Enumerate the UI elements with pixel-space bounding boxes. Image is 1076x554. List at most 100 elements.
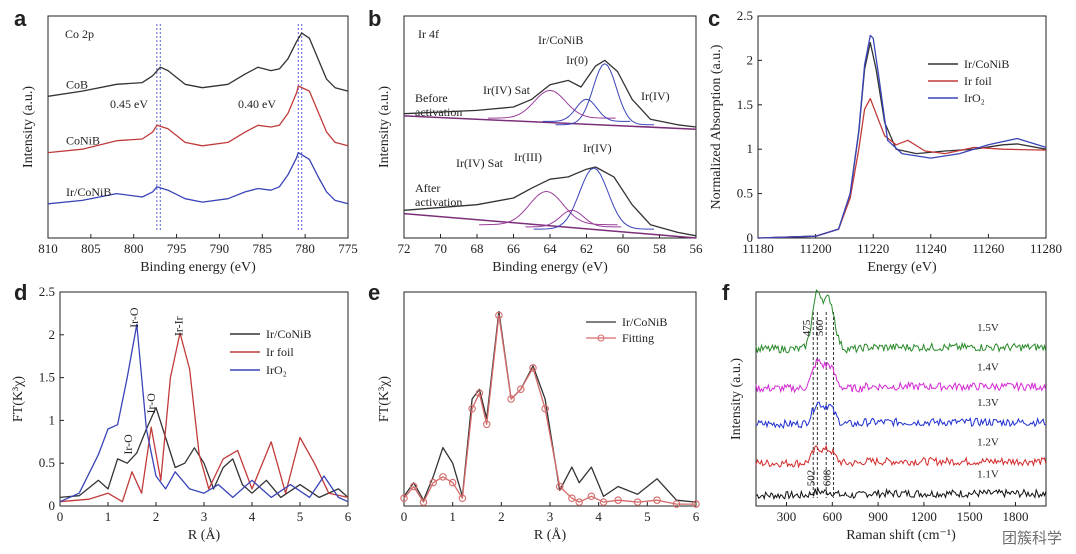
panel-b-ann-3: Ir(IV) (641, 89, 670, 103)
raman-1-2V (755, 444, 1047, 469)
x-tick-label: 785 (253, 241, 273, 256)
x-axis-label: R (Å) (534, 527, 567, 543)
y-axis-label: Intensity (a.u.) (21, 86, 36, 168)
x-tick-label: 2 (153, 509, 160, 524)
y-tick-label: 2.5 (39, 284, 55, 299)
component-peak (542, 98, 631, 122)
component-peak (555, 63, 654, 126)
panel-d-chart: 0 1 2 3 4 5 6 0 0.5 1 1.5 2 2.5 R (Å) FT(K³χ) Ir/CoNiB I… (11, 284, 352, 543)
y-axis-label: Intensity (a.u.) (377, 86, 392, 168)
fit-marker (439, 473, 447, 481)
legend-label: Ir/CoNiB (266, 327, 311, 341)
x-tick-label: 11260 (972, 241, 1004, 256)
x-tick-label: 6 (345, 509, 352, 524)
x-tick-label: 780 (295, 241, 315, 256)
y-tick-label: 1 (49, 412, 56, 427)
x-tick-label: 3 (547, 509, 554, 524)
y-tick-label: 2.5 (737, 8, 753, 23)
panel-b-ann-10: activation (415, 195, 462, 209)
series-fitting (403, 314, 696, 505)
panel-b-corner: Ir 4f (418, 27, 439, 41)
x-tick-label: 0 (57, 509, 64, 524)
panel-b-ann-8: Ir(IV) (583, 141, 612, 155)
x-tick-label: 4 (595, 509, 602, 524)
panel-d-letter: d (14, 280, 27, 305)
x-axis-label: Energy (eV) (867, 260, 937, 275)
legend-label: IrO₂ (266, 363, 287, 377)
legend-marker (597, 334, 605, 342)
legend-label: Fitting (622, 331, 654, 345)
y-tick-label: 2 (747, 52, 754, 67)
fit-marker (555, 482, 564, 491)
series-label: CoNiB (66, 134, 100, 148)
panel-a-shift-2: 0.40 eV (238, 97, 276, 111)
x-tick-label: 1 (105, 509, 112, 524)
y-tick-label: 2 (49, 327, 56, 342)
watermark: 团簇科学 (1001, 529, 1062, 547)
panel-b-ann-0: Ir/CoNiB (538, 33, 583, 47)
envelope-after-activation (403, 166, 697, 237)
x-tick-label: 4 (249, 509, 256, 524)
component-peak (533, 167, 654, 230)
panel-a-corner: Co 2p (65, 27, 94, 41)
series-ir-foil (59, 332, 349, 503)
y-axis-label: Normalized Absorption (a.u.) (709, 44, 724, 209)
panel-e-letter: e (368, 280, 380, 305)
x-tick-label: 775 (338, 241, 358, 256)
baseline (403, 115, 697, 130)
legend-label: Ir/CoNiB (622, 315, 667, 329)
x-tick-label: 1200 (911, 509, 937, 524)
x-tick-label: 795 (167, 241, 187, 256)
potential-label: 1.3V (977, 397, 999, 409)
fit-marker (541, 404, 549, 413)
component-peak (479, 190, 618, 226)
legend-label: Ir foil (266, 345, 294, 359)
fit-marker (429, 478, 437, 487)
x-tick-label: 11220 (857, 241, 889, 256)
y-tick-label: 1.5 (737, 97, 753, 112)
envelope-before-activation (403, 59, 697, 128)
raman-1-1V (755, 486, 1047, 501)
y-tick-label: 0 (49, 498, 56, 513)
x-tick-label: 810 (38, 241, 58, 256)
y-tick-label: 1 (747, 141, 754, 156)
panel-a-frame (47, 15, 349, 239)
fit-marker (419, 498, 428, 506)
panel-c-letter: c (708, 6, 720, 31)
x-tick-label: 5 (297, 509, 304, 524)
x-tick-label: 2 (498, 509, 505, 524)
fit-marker (575, 498, 583, 506)
fit-marker (475, 389, 484, 397)
x-axis-label: Binding energy (eV) (140, 260, 256, 275)
panel-b-ann-1: Ir(0) (566, 53, 588, 67)
x-tick-label: 900 (868, 509, 888, 524)
panel-b-ann-6: Ir(IV) Sat (456, 156, 504, 170)
fit-marker (633, 498, 642, 506)
fit-marker (400, 494, 408, 502)
y-tick-label: 0.5 (39, 455, 55, 470)
x-tick-label: 11180 (742, 241, 774, 256)
y-axis-label: FT(K³χ) (11, 376, 26, 423)
series-label: CoB (66, 77, 88, 91)
fit-marker (507, 395, 515, 403)
x-tick-label: 805 (81, 241, 101, 256)
series-ir-foil (757, 97, 1047, 239)
x-axis-label: Raman shift (cm⁻¹) (846, 528, 956, 543)
raman-1-4V (755, 358, 1047, 394)
fit-marker (448, 478, 457, 487)
x-tick-label: 790 (210, 241, 230, 256)
raman-1-3V (755, 401, 1047, 430)
x-tick-label: 600 (823, 509, 843, 524)
band-label: 475 (801, 319, 813, 336)
x-tick-label: 1500 (957, 509, 983, 524)
fit-marker (587, 492, 596, 501)
panel-a-letter: a (14, 6, 27, 31)
x-tick-label: 58 (653, 241, 666, 256)
x-tick-label: 800 (124, 241, 144, 256)
raman-1-5V (755, 289, 1047, 354)
potential-label: 1.5V (977, 322, 999, 334)
panel-b-letter: b (368, 6, 381, 31)
series-conib (47, 85, 349, 154)
panel-b-ann-4: Before (415, 91, 448, 105)
